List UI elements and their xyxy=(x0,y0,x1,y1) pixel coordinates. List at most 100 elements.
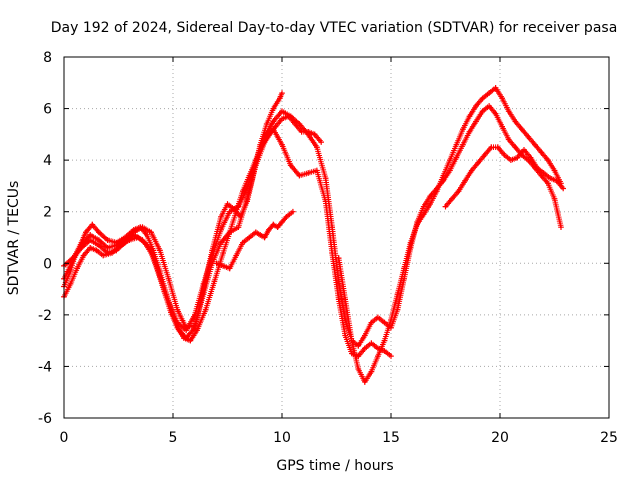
data-point xyxy=(414,221,420,228)
data-point xyxy=(218,227,224,233)
data-point xyxy=(479,95,486,102)
data-point xyxy=(508,157,514,163)
data-point xyxy=(148,229,154,236)
data-point xyxy=(368,340,375,346)
y-tick-label: 4 xyxy=(43,153,52,169)
data-point xyxy=(174,324,181,331)
data-point xyxy=(244,196,250,202)
data-point xyxy=(87,245,93,251)
data-point xyxy=(83,229,89,236)
data-point xyxy=(462,178,468,184)
y-tick-label: -4 xyxy=(38,359,52,375)
x-tick-labels: 0 5 10 15 20 25 xyxy=(60,430,618,446)
series-track-6 xyxy=(442,144,566,210)
chart-title: Day 192 of 2024, Sidereal Day-to-day VTE… xyxy=(51,20,618,36)
data-point xyxy=(460,126,466,132)
data-point xyxy=(279,219,285,225)
data-point xyxy=(440,172,447,179)
data-point xyxy=(481,152,488,158)
series-track-5 xyxy=(335,85,564,385)
series-track-7 xyxy=(213,208,296,272)
data-point xyxy=(329,224,335,230)
data-point xyxy=(499,95,505,102)
data-point xyxy=(202,306,209,313)
data-point xyxy=(290,208,296,215)
data-point xyxy=(165,299,172,305)
data-point xyxy=(558,224,564,230)
data-point xyxy=(296,172,303,179)
data-point xyxy=(525,134,532,140)
data-point xyxy=(532,141,538,148)
y-tick-label: -2 xyxy=(38,308,52,324)
data-point xyxy=(233,252,239,259)
data-point xyxy=(305,170,311,176)
x-tick-label: 0 xyxy=(60,430,69,446)
plot-frame xyxy=(63,56,610,419)
data-point xyxy=(560,185,566,192)
data-point xyxy=(466,129,473,135)
data-point xyxy=(218,239,224,246)
data-point xyxy=(455,188,462,194)
x-axis-label: GPS time / hours xyxy=(276,458,393,474)
data-point xyxy=(246,234,253,241)
x-tick-label: 10 xyxy=(273,430,291,446)
data-point xyxy=(235,203,242,210)
data-point xyxy=(89,221,96,228)
data-point xyxy=(279,116,285,122)
data-point xyxy=(266,227,272,233)
x-tick-label: 5 xyxy=(169,430,178,446)
data-point xyxy=(427,201,433,207)
data-point xyxy=(279,90,285,96)
data-point xyxy=(224,201,231,207)
data-point xyxy=(486,103,492,109)
y-tick-label: 6 xyxy=(43,102,52,118)
data-point xyxy=(375,353,381,359)
data-point xyxy=(547,175,553,181)
data-point xyxy=(183,327,189,334)
data-point xyxy=(279,108,285,114)
data-point xyxy=(311,131,318,138)
data-point xyxy=(368,319,375,326)
y-tick-label: 0 xyxy=(43,256,52,272)
data-point xyxy=(235,224,242,230)
data-point xyxy=(314,167,320,174)
data-point xyxy=(270,118,277,125)
data-point xyxy=(519,126,525,132)
data-point xyxy=(87,232,93,238)
data-point xyxy=(226,265,233,272)
data-point xyxy=(335,278,342,285)
data-point xyxy=(270,221,277,228)
y-tick-label: 2 xyxy=(43,205,52,221)
data-point xyxy=(362,345,368,352)
data-point xyxy=(80,252,87,259)
data-point xyxy=(322,175,329,181)
data-point xyxy=(434,188,440,194)
data-point xyxy=(486,90,492,96)
data-point xyxy=(342,296,348,303)
data-point xyxy=(113,242,120,248)
data-point xyxy=(368,368,375,375)
data-point xyxy=(144,232,150,238)
data-point xyxy=(261,234,268,241)
data-point xyxy=(157,247,163,254)
data-point xyxy=(551,167,558,174)
data-point xyxy=(381,337,388,344)
data-point xyxy=(314,144,320,150)
data-point xyxy=(122,237,128,243)
data-point xyxy=(488,144,495,150)
data-point xyxy=(96,237,102,243)
data-point xyxy=(492,110,499,117)
data-point xyxy=(253,229,259,236)
data-point xyxy=(113,247,120,254)
data-point xyxy=(335,255,342,261)
data-point xyxy=(100,252,106,259)
data-point xyxy=(447,167,453,174)
data-point xyxy=(449,196,455,202)
data-point xyxy=(453,154,460,161)
data-point xyxy=(187,337,194,344)
data-point xyxy=(401,265,407,272)
data-point xyxy=(453,141,460,148)
data-point xyxy=(538,149,545,156)
data-point xyxy=(296,121,303,127)
data-point xyxy=(69,257,76,264)
